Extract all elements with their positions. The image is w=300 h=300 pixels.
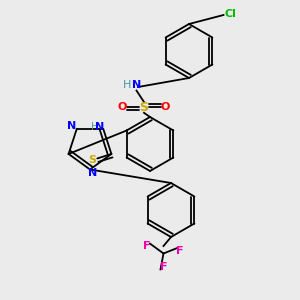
Text: S: S xyxy=(88,155,96,165)
Text: F: F xyxy=(176,245,184,256)
Text: Cl: Cl xyxy=(224,9,236,20)
Text: N: N xyxy=(67,122,76,131)
Text: O: O xyxy=(161,102,170,112)
Text: H: H xyxy=(91,122,98,132)
Text: N: N xyxy=(95,122,104,132)
Text: H: H xyxy=(123,80,132,91)
Text: N: N xyxy=(88,167,98,178)
Text: S: S xyxy=(140,101,148,114)
Text: N: N xyxy=(132,80,141,91)
Text: O: O xyxy=(118,102,127,112)
Text: F: F xyxy=(160,262,167,272)
Text: F: F xyxy=(143,241,151,251)
